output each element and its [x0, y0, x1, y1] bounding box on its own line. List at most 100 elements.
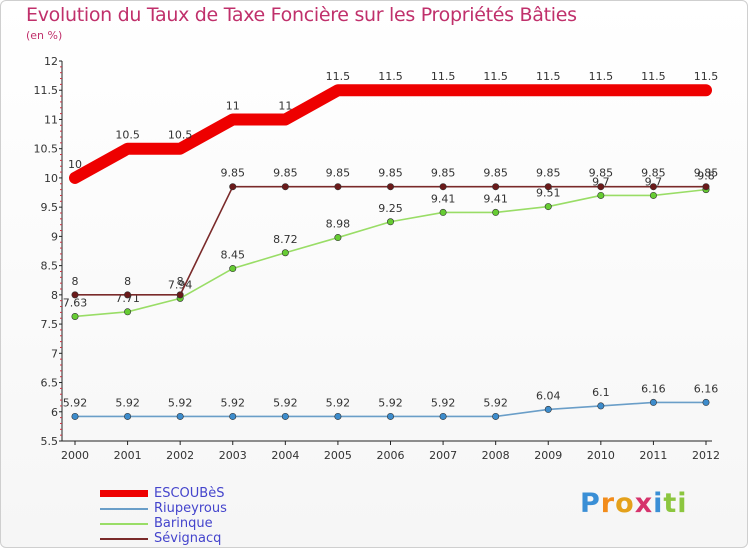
- data-point: [544, 203, 552, 211]
- chart-subtitle: (en %): [26, 29, 63, 42]
- data-point: [71, 291, 79, 299]
- data-label: 9.85: [273, 167, 298, 180]
- y-tick-label: 12: [44, 55, 58, 68]
- data-label: 11.5: [694, 70, 719, 83]
- data-label: 9.41: [431, 192, 456, 205]
- data-label: 5.92: [63, 396, 88, 409]
- data-point: [334, 234, 342, 242]
- data-label: 9.7: [645, 175, 663, 188]
- data-point: [229, 412, 237, 420]
- data-label: 9.85: [326, 167, 351, 180]
- legend-swatch-sevignacq: [100, 538, 148, 540]
- y-tick-label: 6.5: [41, 377, 59, 390]
- data-label: 5.92: [483, 396, 508, 409]
- data-point: [386, 218, 394, 226]
- data-label: 9.85: [589, 167, 614, 180]
- data-point: [702, 183, 710, 191]
- data-label: 5.92: [221, 396, 246, 409]
- data-label: 5.92: [326, 396, 351, 409]
- x-tick-label: 2008: [482, 449, 510, 462]
- data-point: [334, 183, 342, 191]
- data-point: [176, 412, 184, 420]
- y-tick-label: 7: [51, 347, 58, 360]
- data-point: [544, 405, 552, 413]
- data-label: 10.5: [115, 129, 140, 142]
- data-label: 5.92: [168, 396, 193, 409]
- x-tick-label: 2010: [587, 449, 615, 462]
- data-point: [649, 191, 657, 199]
- legend-label: ESCOUBèS: [154, 486, 225, 501]
- chart-title: Evolution du Taux de Taxe Foncière sur l…: [26, 4, 577, 26]
- data-label: 9.8: [697, 170, 715, 183]
- x-tick-label: 2001: [114, 449, 142, 462]
- data-label: 11.5: [431, 70, 456, 83]
- x-tick-label: 2004: [271, 449, 299, 462]
- data-label: 11: [278, 99, 292, 112]
- legend-label: Barinque: [154, 516, 213, 531]
- data-label: 9.25: [378, 202, 403, 215]
- data-label: 5.92: [378, 396, 403, 409]
- y-tick-label: 9.5: [41, 201, 59, 214]
- legend-swatch-barinque: [100, 523, 148, 525]
- data-label: 8.45: [221, 249, 246, 262]
- line-chart: 5.5 6 6.5 7 7.5 8 8.5 9 9.5 10 10.5 11 11.5 12 2000 200…: [34, 55, 721, 462]
- y-tick-label: 11: [44, 113, 58, 126]
- data-label: 8: [124, 275, 131, 288]
- legend-label: Riupeyrous: [154, 501, 227, 516]
- data-label: 9.85: [483, 167, 508, 180]
- y-tick-label: 8.5: [41, 260, 59, 273]
- data-point: [597, 191, 605, 199]
- data-point: [124, 412, 132, 420]
- x-tick-label: 2007: [429, 449, 457, 462]
- data-label: 9.85: [641, 167, 666, 180]
- data-label: 8.72: [273, 233, 298, 246]
- x-tick-label: 2002: [166, 449, 194, 462]
- x-tick-label: 2009: [534, 449, 562, 462]
- data-point: [492, 183, 500, 191]
- data-label: 11.5: [536, 70, 561, 83]
- data-point: [124, 308, 132, 316]
- data-point: [334, 412, 342, 420]
- data-label: 5.92: [273, 396, 298, 409]
- data-label: 7.63: [63, 296, 88, 309]
- proxiti-logo: Proxiti: [580, 488, 688, 519]
- series-line-escoubs: [69, 84, 712, 184]
- x-tick-label: 2006: [377, 449, 405, 462]
- data-point: [439, 412, 447, 420]
- y-tick-label: 7.5: [41, 318, 59, 331]
- data-point: [124, 291, 132, 299]
- y-tick-label: 9: [51, 230, 58, 243]
- data-point: [597, 183, 605, 191]
- data-label: 8.98: [326, 218, 351, 231]
- data-label: 6.1: [592, 386, 610, 399]
- y-tick-label: 8: [51, 289, 58, 302]
- data-point: [492, 412, 500, 420]
- data-label: 11.5: [589, 70, 614, 83]
- y-tick-label: 11.5: [34, 84, 59, 97]
- data-label: 8: [72, 275, 79, 288]
- y-tick-label: 6: [51, 406, 58, 419]
- data-point: [386, 412, 394, 420]
- data-point: [281, 183, 289, 191]
- data-label: 8: [177, 275, 184, 288]
- data-label: 6.16: [641, 382, 666, 395]
- data-label: 5.92: [431, 396, 456, 409]
- data-label: 10.5: [168, 129, 193, 142]
- data-label: 11: [226, 99, 240, 112]
- data-label: 6.04: [536, 389, 561, 402]
- data-point: [492, 208, 500, 216]
- x-tick-label: 2005: [324, 449, 352, 462]
- data-label: 11.5: [641, 70, 666, 83]
- data-point: [229, 265, 237, 273]
- data-label: 5.92: [115, 396, 140, 409]
- data-point: [281, 412, 289, 420]
- x-tick-label: 2012: [692, 449, 720, 462]
- data-label: 9.85: [431, 167, 456, 180]
- data-point: [649, 398, 657, 406]
- data-label: 9.7: [592, 175, 610, 188]
- data-label: 11.5: [326, 70, 351, 83]
- y-tick-label: 5.5: [41, 435, 59, 448]
- x-tick-label: 2000: [61, 449, 89, 462]
- data-point: [439, 208, 447, 216]
- data-point: [229, 183, 237, 191]
